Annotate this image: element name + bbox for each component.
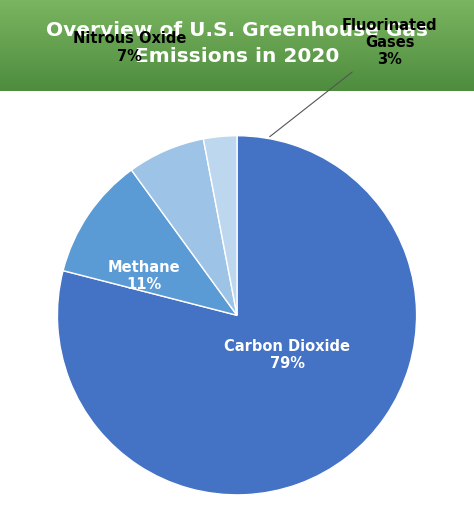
Wedge shape xyxy=(57,136,417,495)
Text: Fluorinated
Gases
3%: Fluorinated Gases 3% xyxy=(270,18,438,136)
Text: Overview of U.S. Greenhouse Gas
Emissions in 2020: Overview of U.S. Greenhouse Gas Emission… xyxy=(46,21,428,66)
Text: Carbon Dioxide
79%: Carbon Dioxide 79% xyxy=(224,338,350,371)
Wedge shape xyxy=(63,170,237,316)
Text: Methane
11%: Methane 11% xyxy=(107,260,180,292)
Wedge shape xyxy=(131,139,237,316)
Wedge shape xyxy=(203,136,237,316)
Text: Nitrous Oxide
7%: Nitrous Oxide 7% xyxy=(73,32,186,64)
